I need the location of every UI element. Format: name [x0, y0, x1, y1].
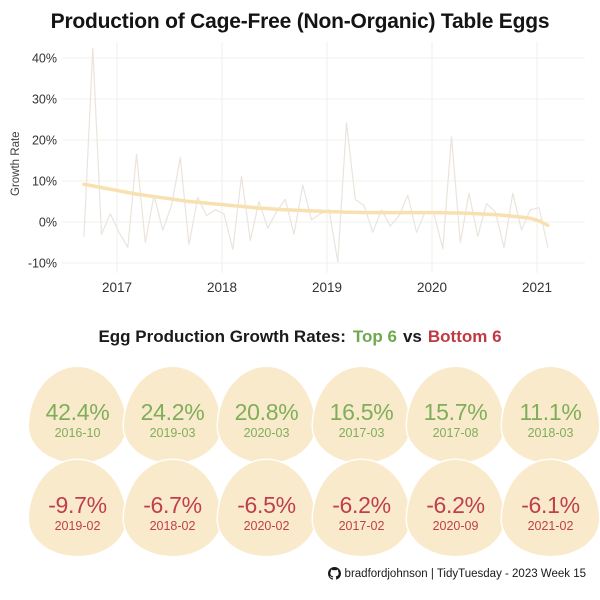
attribution-text: bradfordjohnson | TidyTuesday - 2023 Wee… [344, 567, 586, 580]
growth-value: 11.1% [519, 398, 582, 425]
growth-value: -9.7% [48, 491, 107, 518]
growth-date: 2021-02 [527, 519, 574, 534]
growth-value: -6.7% [143, 491, 202, 518]
growth-value: 24.2% [140, 398, 205, 425]
svg-text:2019: 2019 [312, 280, 342, 295]
growth-value: -6.1% [521, 491, 580, 518]
subtitle-bottom6-label: Bottom 6 [427, 327, 502, 346]
svg-text:30%: 30% [32, 93, 57, 107]
egg-badge-bottom-4: -6.2% 2017-02 [313, 460, 410, 556]
growth-rate-line-chart: 40% 30% 20% 10% 0% -10% 2017 2018 2019 2020 2021 [28, 42, 585, 295]
github-icon [327, 567, 341, 580]
growth-date: 2018-02 [149, 519, 196, 534]
growth-value: 15.7% [423, 398, 488, 425]
growth-date: 2019-02 [54, 519, 101, 534]
egg-badge-top-3: 20.8% 2020-03 [218, 367, 315, 463]
subtitle-vs: vs [402, 327, 422, 346]
svg-text:2020: 2020 [417, 280, 447, 295]
growth-date: 2020-02 [243, 519, 290, 534]
growth-date: 2017-03 [338, 426, 385, 441]
growth-date: 2020-03 [243, 426, 290, 441]
growth-date: 2017-08 [432, 426, 479, 441]
growth-date: 2016-10 [54, 426, 101, 441]
growth-value: -6.2% [332, 491, 391, 518]
page-title: Production of Cage-Free (Non-Organic) Ta… [50, 10, 550, 33]
eggs-section-title: Egg Production Growth Rates: Top 6 vs Botto… [0, 327, 600, 347]
growth-value: -6.5% [237, 491, 296, 518]
growth-date: 2020-09 [432, 519, 479, 534]
svg-text:10%: 10% [32, 175, 57, 189]
attribution: bradfordjohnson | TidyTuesday - 2023 Wee… [327, 567, 586, 580]
svg-text:2018: 2018 [207, 280, 237, 295]
svg-text:40%: 40% [32, 52, 57, 66]
subtitle-top6-label: Top 6 [352, 327, 397, 346]
growth-date: 2019-03 [149, 426, 196, 441]
subtitle-prefix: Egg Production Growth Rates: [98, 327, 346, 346]
egg-badge-top-6: 11.1% 2018-03 [502, 367, 599, 463]
svg-text:2017: 2017 [102, 280, 132, 295]
growth-date: 2018-03 [527, 426, 574, 441]
svg-text:-10%: -10% [28, 257, 57, 271]
egg-badge-top-5: 15.7% 2017-08 [407, 367, 504, 463]
svg-text:20%: 20% [32, 134, 57, 148]
egg-badge-bottom-6: -6.1% 2021-02 [502, 460, 599, 556]
svg-text:0%: 0% [39, 216, 57, 230]
growth-value: -6.2% [426, 491, 485, 518]
egg-badge-top-4: 16.5% 2017-03 [313, 367, 410, 463]
growth-value: 16.5% [329, 398, 394, 425]
svg-text:2021: 2021 [522, 280, 552, 295]
egg-badge-bottom-2: -6.7% 2018-02 [124, 460, 221, 556]
egg-badge-bottom-5: -6.2% 2020-09 [407, 460, 504, 556]
egg-badge-bottom-3: -6.5% 2020-02 [218, 460, 315, 556]
egg-badge-top-2: 24.2% 2019-03 [124, 367, 221, 463]
growth-value: 20.8% [234, 398, 299, 425]
growth-date: 2017-02 [338, 519, 385, 534]
egg-badge-bottom-1: -9.7% 2019-02 [29, 460, 126, 556]
growth-value: 42.4% [45, 398, 110, 425]
egg-badge-top-1: 42.4% 2016-10 [29, 367, 126, 463]
